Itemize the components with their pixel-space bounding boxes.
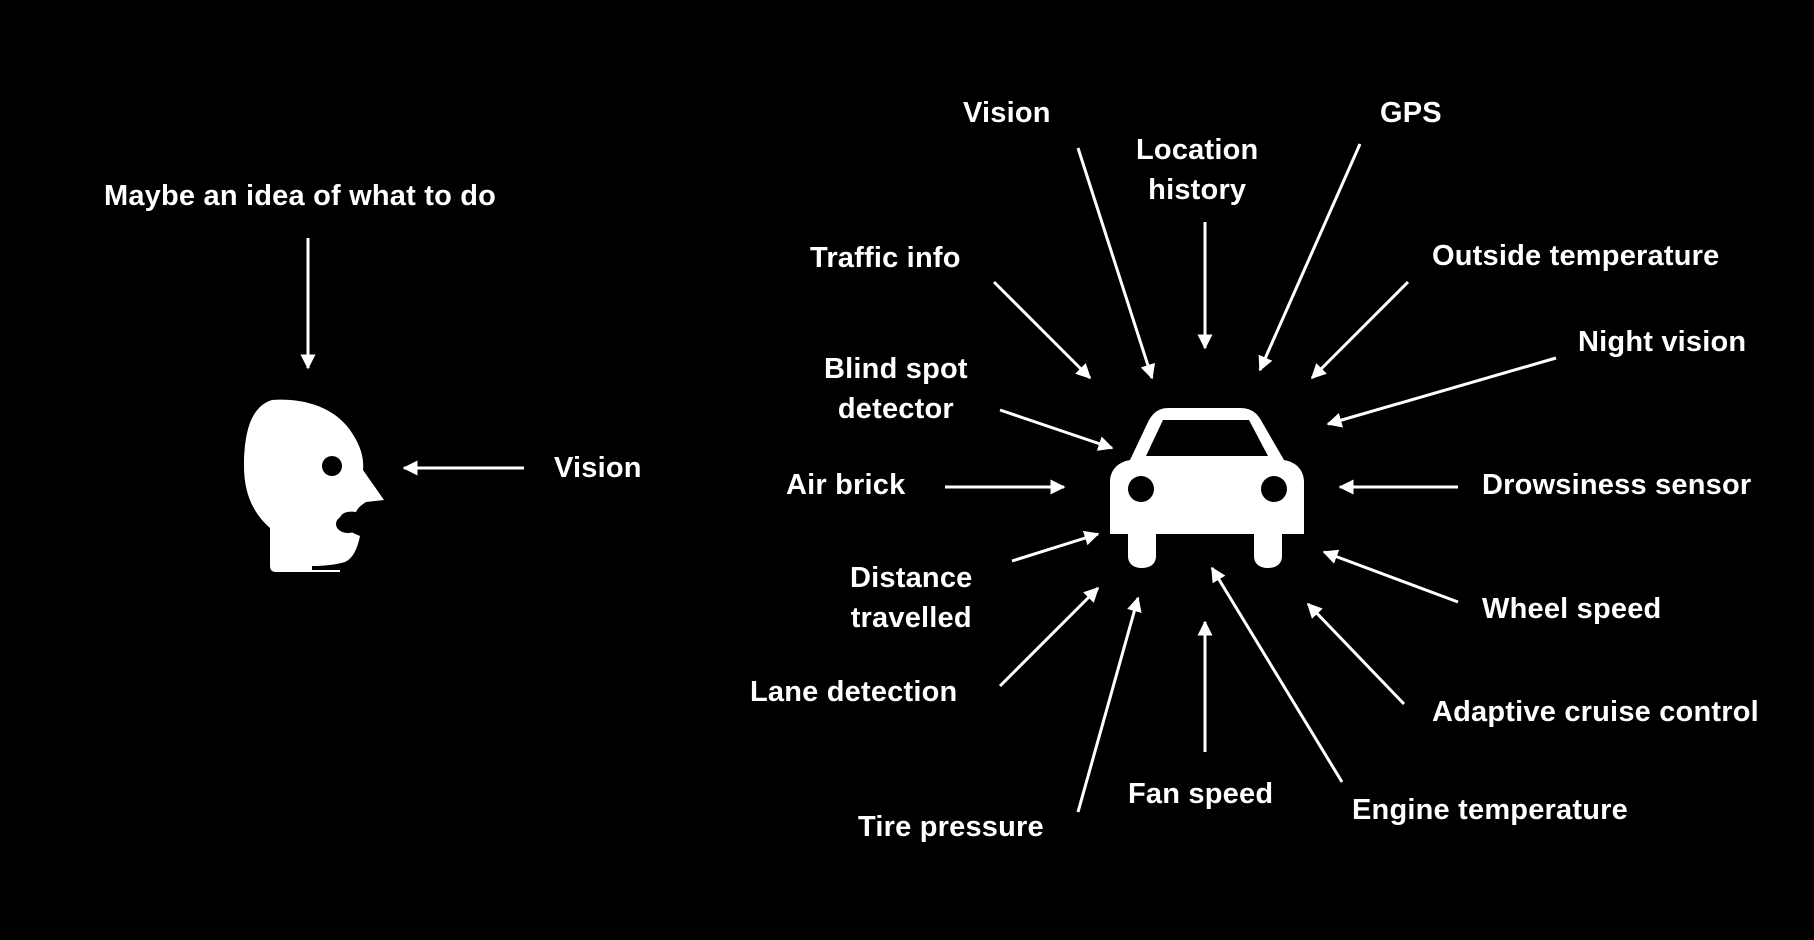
tire-pressure-label: Tire pressure [858, 811, 1044, 843]
adaptive-cruise-control-label: Adaptive cruise control [1432, 696, 1759, 728]
outside-temperature-label: Outside temperature [1432, 240, 1720, 272]
arrow-blind-spot [999, 408, 1114, 451]
arrow-engine-temperature [1210, 566, 1344, 783]
location-history-label: Location history [1136, 130, 1258, 210]
arrow-vision [1076, 147, 1156, 380]
blind-spot-line-2: detector [837, 393, 954, 425]
lane-detection-label: Lane detection [750, 676, 958, 708]
arrow-wheel-speed [1322, 549, 1459, 604]
arrow-distance [1011, 530, 1100, 563]
blind-spot-detector-label: Blind spot detector [824, 349, 968, 429]
location-history-line-1: Location [1136, 134, 1259, 166]
arrow-outside-temperature [1310, 280, 1410, 380]
drowsiness-sensor-label: Drowsiness sensor [1482, 469, 1752, 501]
car-vision-label: Vision [963, 97, 1051, 129]
engine-temperature-label: Engine temperature [1352, 794, 1628, 826]
arrow-tire-pressure [1076, 596, 1142, 813]
arrow-adaptive-cruise [1306, 602, 1406, 706]
human-vision-label: Vision [554, 452, 642, 484]
arrow-gps [1258, 143, 1362, 372]
arrow-traffic-info [992, 280, 1092, 380]
traffic-info-label: Traffic info [810, 242, 961, 274]
wheel-speed-label: Wheel speed [1482, 593, 1662, 625]
location-history-line-2: history [1148, 174, 1247, 206]
arrow-night-vision [1326, 356, 1557, 428]
blind-spot-line-1: Blind spot [824, 353, 968, 385]
distance-travelled-label: Distance travelled [850, 558, 973, 638]
arrow-lane-detection [998, 586, 1100, 688]
distance-travelled-line-1: Distance [850, 562, 973, 594]
night-vision-label: Night vision [1578, 326, 1747, 358]
gps-label: GPS [1380, 97, 1442, 129]
air-brick-label: Air brick [786, 469, 906, 501]
idea-label: Maybe an idea of what to do [104, 180, 497, 212]
fan-speed-label: Fan speed [1128, 778, 1274, 810]
distance-travelled-line-2: travelled [850, 602, 972, 634]
